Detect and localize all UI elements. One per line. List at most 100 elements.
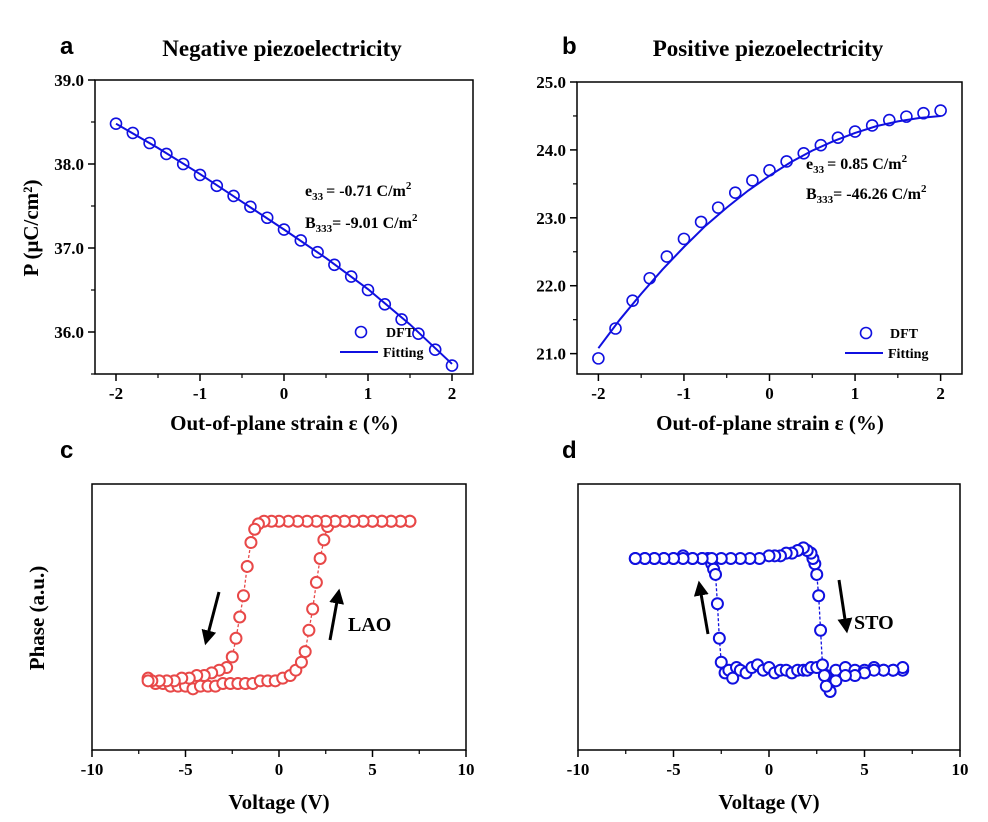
panel-a-xtick-label: -1 bbox=[193, 384, 207, 403]
panel-a-b333-annotation: B333= -9.01 C/m2 bbox=[305, 212, 418, 235]
panel-d-xtick-label: 10 bbox=[952, 760, 969, 779]
panel-a-dft-point bbox=[378, 297, 392, 311]
panel-c-points bbox=[141, 514, 417, 696]
panel-b-xlabel: Out-of-plane strain ε (%) bbox=[656, 411, 884, 435]
panel-a-dft-point bbox=[294, 234, 308, 247]
panel-d-xtick-label: -5 bbox=[666, 760, 680, 779]
panel-b-dft-point bbox=[763, 163, 776, 177]
panel-c-forward-line bbox=[147, 520, 410, 690]
panel-a-dft-point bbox=[193, 168, 207, 182]
panel-a-dft-point bbox=[260, 211, 274, 225]
panel-b-xtick-label: -2 bbox=[591, 384, 605, 403]
panel-c-reverse-point bbox=[236, 589, 250, 603]
panel-a-ytick-label: 39.0 bbox=[54, 71, 84, 90]
panel-a-dft-point bbox=[227, 189, 240, 203]
panel-b-legend-dft-marker bbox=[859, 326, 873, 340]
panel-a-dft-point bbox=[210, 179, 224, 193]
panel-a-dft-point bbox=[412, 327, 425, 340]
panel-b-title: Positive piezoelectricity bbox=[653, 36, 884, 61]
panel-b-dft-point bbox=[882, 113, 896, 127]
panel-d-reverse-point bbox=[817, 669, 831, 683]
panel-a-dft-point bbox=[445, 359, 459, 372]
panel-d-forward-point bbox=[710, 597, 724, 611]
panel-d-xtick-label: 0 bbox=[765, 760, 774, 779]
panel-d-xtick-label: 5 bbox=[860, 760, 869, 779]
panel-d-reverse-point bbox=[810, 567, 824, 581]
panel-c-reverse-point bbox=[229, 631, 243, 645]
panel-c-reverse-point bbox=[248, 522, 262, 536]
panel-b-xtick-label: 0 bbox=[765, 384, 774, 403]
panel-c-sample-label: LAO bbox=[348, 614, 391, 636]
panel-a-letter: a bbox=[60, 33, 74, 60]
panel-a-title: Negative piezoelectricity bbox=[162, 36, 402, 61]
panel-c-reverse-line bbox=[148, 520, 410, 682]
panel-a-dft-point bbox=[395, 313, 408, 326]
panel-c-xtick-label: -5 bbox=[178, 760, 192, 779]
panel-a-dft-point bbox=[344, 270, 358, 283]
panel-d-reverse-point bbox=[819, 679, 833, 693]
panel-b-ytick-label: 22.0 bbox=[536, 277, 566, 296]
panel-a-dft-point bbox=[126, 126, 140, 140]
panel-c-ticks: -10 -5 0 5 10 bbox=[81, 750, 475, 779]
panel-c-forward-point bbox=[317, 533, 331, 547]
panel-a-xtick-label: 2 bbox=[448, 384, 457, 403]
panel-a-legend-dft-marker bbox=[354, 325, 368, 339]
panel-c-lines bbox=[147, 520, 410, 690]
panel-b-legend-fit: Fitting bbox=[888, 347, 928, 362]
panel-c-forward-point bbox=[294, 655, 308, 669]
panel-d-letter: d bbox=[562, 437, 577, 464]
panel-a-e33-annotation: e33 = -0.71 C/m2 bbox=[305, 180, 412, 203]
panel-b-dft-point bbox=[865, 119, 879, 132]
panel-a-xtick-label: 0 bbox=[280, 384, 289, 403]
panel-c-ylabel: Phase (a.u.) bbox=[25, 566, 49, 670]
panel-b-e33-annotation: e33 = 0.85 C/m2 bbox=[806, 153, 908, 176]
panel-a-dft-point bbox=[311, 245, 324, 259]
panel-b-dft-point bbox=[780, 155, 793, 168]
panel-c-up-arrow bbox=[328, 588, 345, 641]
panel-c-reverse-point bbox=[233, 610, 247, 624]
panel-c-forward-point bbox=[302, 623, 316, 637]
panel-c-xtick-label: -10 bbox=[81, 760, 104, 779]
panel-d-reverse-point bbox=[812, 589, 826, 603]
panel-b-dft-point bbox=[626, 294, 639, 307]
panel-b-dft-point bbox=[900, 110, 913, 123]
panel-b-dft-point bbox=[814, 138, 828, 152]
panel-b-dft-point bbox=[831, 131, 845, 144]
panel-b-dft-point bbox=[917, 106, 930, 120]
panel-d-ticks: -10 -5 0 5 10 bbox=[567, 750, 969, 779]
panel-a-dft-point bbox=[143, 136, 156, 150]
panel-a-ticks: -2 -1 0 1 2 36.0 37.0 38.0 39.0 bbox=[54, 71, 456, 403]
panel-d-reverse-point bbox=[829, 674, 843, 688]
panel-a-ytick-label: 36.0 bbox=[54, 323, 84, 342]
panel-d-up-arrow bbox=[693, 580, 710, 635]
panel-b-dft-point bbox=[677, 232, 691, 246]
panel-a-dft-point bbox=[328, 258, 341, 272]
panel-b-dft-point bbox=[592, 352, 605, 365]
panel-b-dft-point bbox=[797, 147, 811, 160]
panel-c-down-arrow bbox=[201, 591, 221, 646]
panel-b-fit bbox=[597, 114, 941, 349]
panel-b-dft-point bbox=[694, 215, 708, 229]
panel-b-ticks: -2 -1 0 1 2 21.0 22.0 23.0 24.0 25.0 bbox=[536, 73, 945, 403]
panel-b-dft-point bbox=[711, 201, 725, 214]
panel-b-dft-point bbox=[660, 250, 674, 263]
panel-c-plot: -10 -5 0 5 10 LAO Voltage (V) Phase (a.u.) bbox=[25, 483, 475, 814]
panel-c-xtick-label: 10 bbox=[458, 760, 475, 779]
panel-a-legend-dft: DFT bbox=[386, 326, 415, 341]
panel-a-legend-fit: Fitting bbox=[383, 346, 423, 361]
panel-d-points bbox=[628, 541, 910, 698]
panel-c-letter: c bbox=[60, 437, 73, 464]
panel-c-forward-point bbox=[306, 602, 320, 616]
panel-c-reverse-point bbox=[141, 674, 155, 688]
panel-d-forward-point bbox=[712, 631, 726, 645]
panel-b-ytick-label: 25.0 bbox=[536, 73, 566, 92]
panel-b-plot: -2 -1 0 1 2 21.0 22.0 23.0 24.0 25.0 e33 = 0.85 C/… bbox=[536, 73, 963, 435]
panel-b-xtick-label: 1 bbox=[851, 384, 860, 403]
panel-d-reverse-point bbox=[838, 669, 852, 683]
panel-b-xtick-label: -1 bbox=[677, 384, 691, 403]
panel-a-xtick-label: 1 bbox=[364, 384, 373, 403]
panel-b-ytick-label: 24.0 bbox=[536, 141, 566, 160]
panel-b-ytick-label: 21.0 bbox=[536, 345, 566, 364]
panel-d-reverse-point bbox=[814, 623, 828, 637]
